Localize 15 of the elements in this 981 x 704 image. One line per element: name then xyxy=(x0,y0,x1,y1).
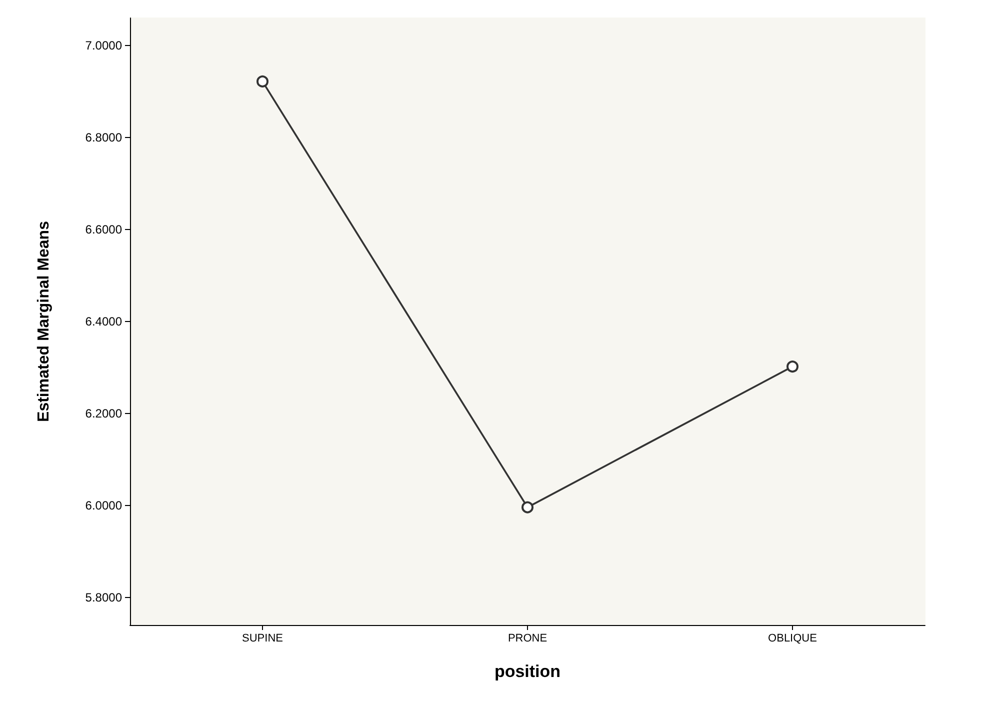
point xyxy=(256,75,268,88)
y-tick-label: 6.8000 xyxy=(85,130,122,145)
y-tick-label: 7.0000 xyxy=(85,38,122,53)
point xyxy=(786,360,798,373)
y-tick-label: 6.4000 xyxy=(85,314,122,328)
y-tick-label: 6.0000 xyxy=(85,498,122,512)
y-axis-title: Estimated Marginal Means xyxy=(36,220,52,422)
y-tick-label: 6.2000 xyxy=(85,406,122,420)
y-tick-label: 6.6000 xyxy=(85,222,122,237)
point xyxy=(522,501,534,514)
x-tick-label: OBLIQUE xyxy=(768,632,817,644)
y-tick-label: 5.8000 xyxy=(85,590,122,604)
x-axis-title: position xyxy=(494,662,561,681)
x-tick-label: SUPINE xyxy=(242,632,283,644)
x-tick-label: PRONE xyxy=(508,632,548,644)
